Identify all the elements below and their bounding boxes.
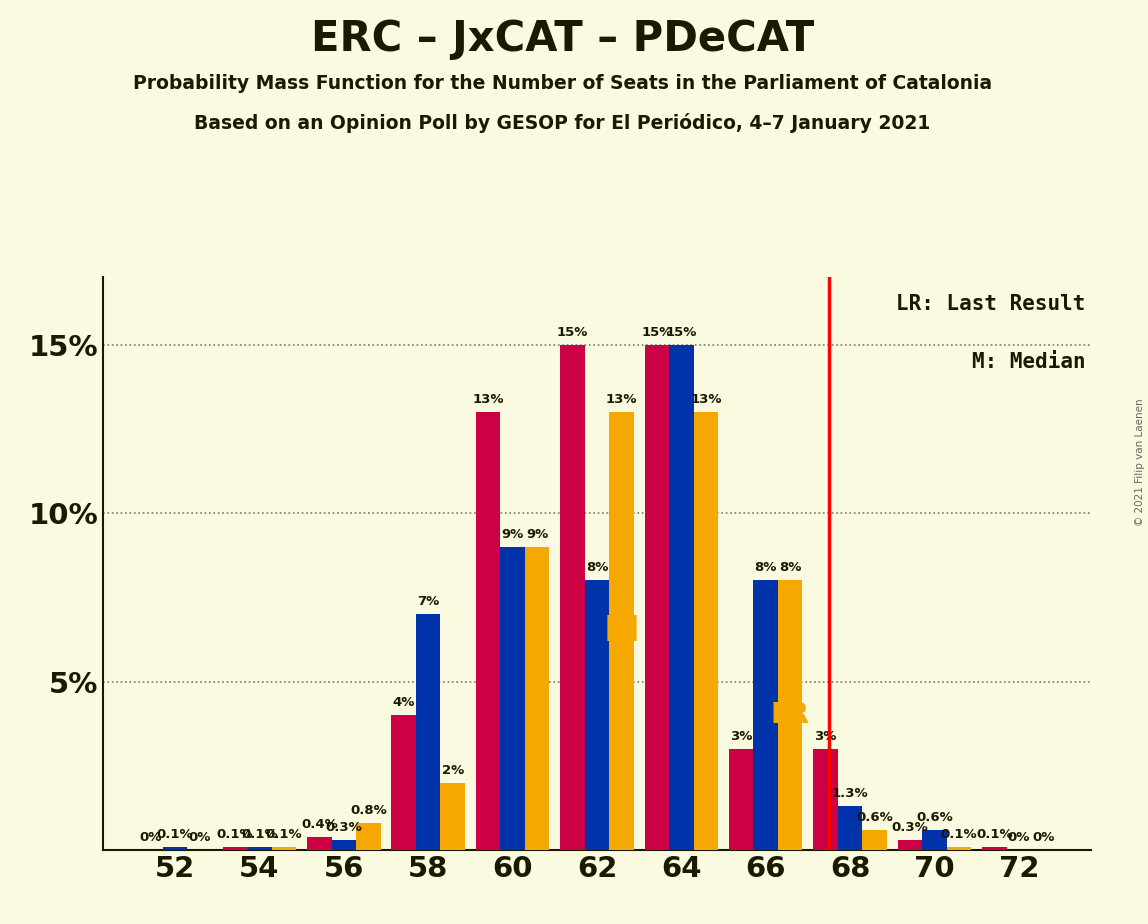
Text: 4%: 4% xyxy=(393,696,414,710)
Bar xyxy=(501,547,525,850)
Bar xyxy=(308,836,332,850)
Text: Based on an Opinion Poll by GESOP for El Periódico, 4–7 January 2021: Based on an Opinion Poll by GESOP for El… xyxy=(194,113,931,133)
Text: 0%: 0% xyxy=(1032,831,1055,844)
Bar xyxy=(778,580,802,850)
Text: M: M xyxy=(604,614,639,648)
Text: © 2021 Filip van Laenen: © 2021 Filip van Laenen xyxy=(1135,398,1145,526)
Bar xyxy=(247,846,272,850)
Text: 0.1%: 0.1% xyxy=(976,828,1013,841)
Text: 15%: 15% xyxy=(642,325,673,338)
Text: 15%: 15% xyxy=(557,325,588,338)
Text: 13%: 13% xyxy=(472,393,504,406)
Text: 0%: 0% xyxy=(139,831,162,844)
Text: 8%: 8% xyxy=(779,562,801,575)
Bar xyxy=(332,840,356,850)
Text: ERC – JxCAT – PDeCAT: ERC – JxCAT – PDeCAT xyxy=(311,18,814,60)
Text: 0%: 0% xyxy=(1008,831,1030,844)
Bar xyxy=(753,580,778,850)
Text: 15%: 15% xyxy=(666,325,697,338)
Bar xyxy=(476,412,501,850)
Bar xyxy=(729,749,753,850)
Bar xyxy=(814,749,838,850)
Text: Probability Mass Function for the Number of Seats in the Parliament of Catalonia: Probability Mass Function for the Number… xyxy=(133,74,992,93)
Text: 9%: 9% xyxy=(526,528,549,541)
Text: 0.6%: 0.6% xyxy=(916,810,953,824)
Text: 0.3%: 0.3% xyxy=(325,821,362,833)
Text: 9%: 9% xyxy=(502,528,523,541)
Text: 0.1%: 0.1% xyxy=(940,828,977,841)
Text: 0.6%: 0.6% xyxy=(856,810,893,824)
Bar xyxy=(163,846,187,850)
Bar xyxy=(391,715,416,850)
Bar xyxy=(693,412,718,850)
Text: 2%: 2% xyxy=(442,763,464,776)
Bar xyxy=(610,412,634,850)
Text: M: Median: M: Median xyxy=(972,352,1086,371)
Text: 1.3%: 1.3% xyxy=(832,787,868,800)
Text: 3%: 3% xyxy=(730,730,752,743)
Text: 13%: 13% xyxy=(690,393,722,406)
Bar xyxy=(223,846,247,850)
Text: 0.1%: 0.1% xyxy=(217,828,254,841)
Bar xyxy=(898,840,922,850)
Bar xyxy=(862,830,886,850)
Bar xyxy=(525,547,549,850)
Text: 0.3%: 0.3% xyxy=(892,821,929,833)
Bar xyxy=(838,807,862,850)
Bar xyxy=(356,823,380,850)
Text: 8%: 8% xyxy=(585,562,608,575)
Text: 0%: 0% xyxy=(188,831,211,844)
Bar xyxy=(560,345,584,850)
Bar xyxy=(669,345,693,850)
Text: 7%: 7% xyxy=(417,595,440,608)
Bar xyxy=(441,783,465,850)
Text: 0.1%: 0.1% xyxy=(241,828,278,841)
Text: 13%: 13% xyxy=(606,393,637,406)
Text: 8%: 8% xyxy=(754,562,777,575)
Bar xyxy=(645,345,669,850)
Bar xyxy=(947,846,971,850)
Bar xyxy=(416,614,441,850)
Bar xyxy=(922,830,947,850)
Bar xyxy=(584,580,610,850)
Text: LR: LR xyxy=(770,701,809,729)
Text: 0.1%: 0.1% xyxy=(157,828,193,841)
Text: 0.4%: 0.4% xyxy=(301,818,338,831)
Text: 3%: 3% xyxy=(814,730,837,743)
Text: 0.1%: 0.1% xyxy=(265,828,302,841)
Bar xyxy=(983,846,1007,850)
Text: 0.8%: 0.8% xyxy=(350,804,387,817)
Bar xyxy=(272,846,296,850)
Text: LR: Last Result: LR: Last Result xyxy=(897,295,1086,314)
